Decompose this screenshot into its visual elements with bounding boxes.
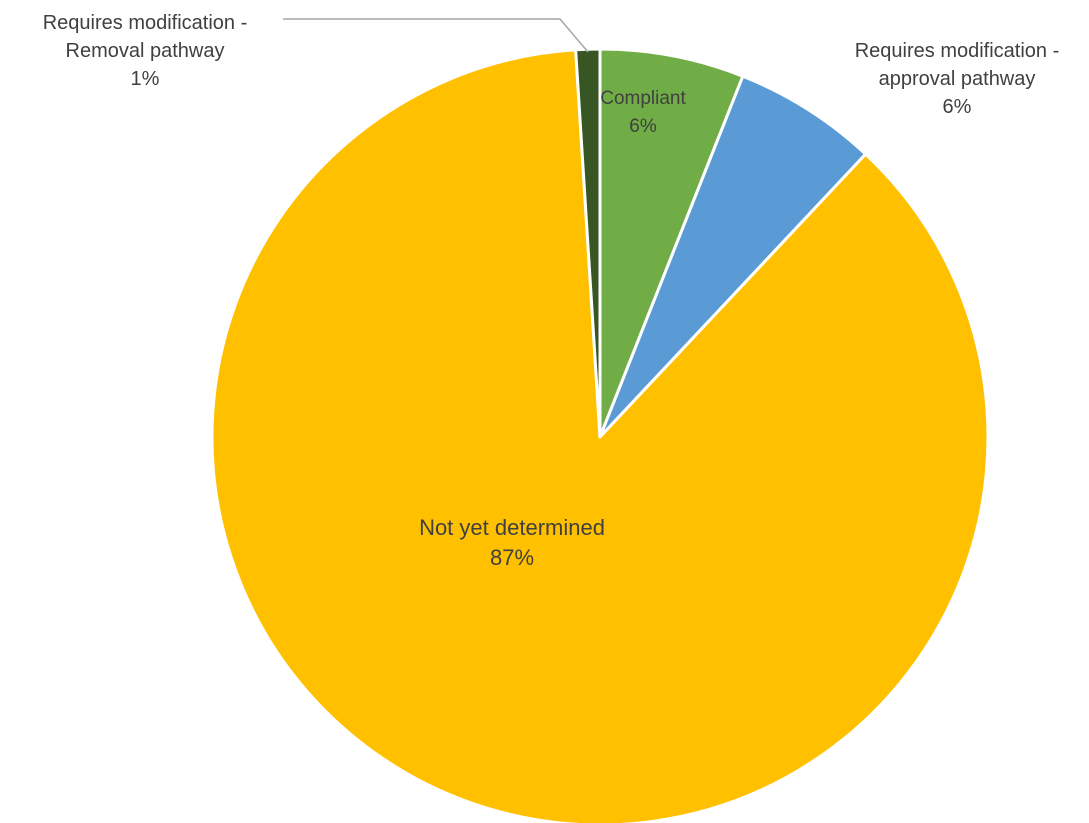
- data-label-name: Compliant: [600, 88, 686, 109]
- data-label-requires-modification-removal-pathway: Requires modification - Removal pathway 1%: [43, 12, 248, 90]
- pie-slice-requires-modification-approval-pathway: [598, 74, 868, 439]
- pie-slice-requires-modification-removal-pathway: [574, 47, 602, 439]
- data-label-compliant: Compliant 6%: [600, 88, 686, 137]
- data-label-requires-modification-approval-pathway: Requires modification - approval pathway 6…: [855, 40, 1060, 118]
- data-label-not-yet-determined: Not yet determined 87%: [419, 515, 605, 570]
- data-labels: Compliant 6% Requires modification - approv…: [43, 12, 1060, 570]
- pie-slices: [210, 47, 990, 823]
- data-label-name: Removal pathway: [66, 40, 225, 62]
- data-label-value: 1%: [131, 68, 160, 90]
- pie-slice-not-yet-determined: [210, 48, 990, 823]
- leader-lines: [283, 18, 589, 53]
- data-label-name: approval pathway: [879, 68, 1036, 90]
- data-label-name: Not yet determined: [419, 515, 605, 540]
- data-label-value: 6%: [943, 96, 972, 118]
- data-label-value: 87%: [490, 545, 534, 570]
- data-label-name: Requires modification -: [855, 40, 1060, 62]
- data-label-name: Requires modification -: [43, 12, 248, 34]
- leader-line-requires-modification-removal-pathway: [283, 18, 589, 53]
- data-label-value: 6%: [629, 116, 657, 137]
- pie-slice-compliant: [598, 47, 745, 439]
